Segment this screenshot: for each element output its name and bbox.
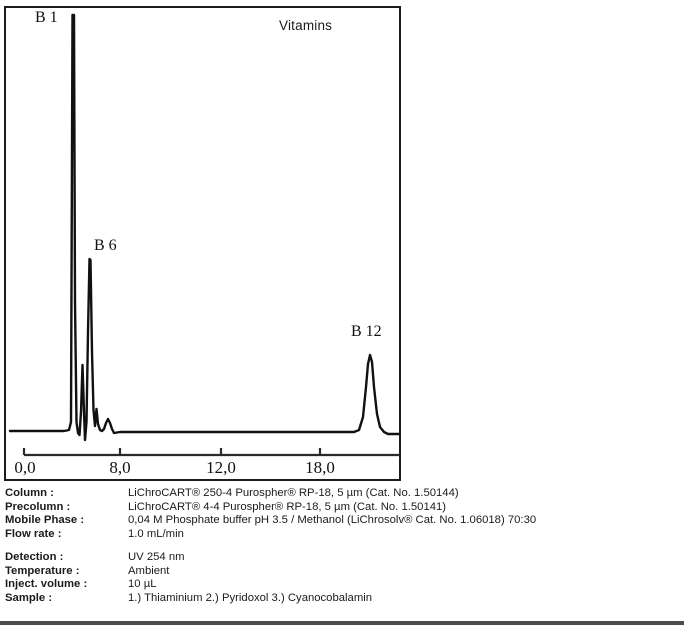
method-conditions-table: Column : LiChroCART® 250-4 Purospher® RP… (5, 487, 681, 606)
time-axis (22, 448, 399, 457)
method-label: Column : (5, 487, 54, 499)
bottom-divider-bar (0, 621, 684, 625)
method-label: Inject. volume : (5, 578, 88, 591)
method-row-column: Column : LiChroCART® 250-4 Purospher® RP… (5, 487, 681, 501)
method-value: LiChroCART® 4-4 Purospher® RP-18, 5 µm (… (128, 500, 447, 513)
detector-trace-line (8, 13, 399, 442)
x-tick-label-0: 0,0 (14, 458, 36, 477)
method-row-sample: Sample : 1.) Thiaminium 2.) Pyridoxol 3.… (5, 592, 681, 606)
method-row-detection: Detection : UV 254 nm (5, 551, 681, 565)
method-row-temperature: Temperature : Ambient (5, 565, 681, 579)
method-value: UV 254 nm (128, 550, 185, 563)
method-value: 1.0 mL/min (128, 528, 184, 541)
chromatogram-plot: Vitamins B 1 B 6 B 12 0,0 8,0 12,0 18,0 (4, 6, 401, 481)
method-label: Mobile Phase : (5, 514, 85, 527)
method-row-mobile-phase: Mobile Phase : 0,04 M Phosphate buffer p… (5, 514, 681, 528)
method-label: Temperature : (5, 564, 80, 577)
x-tick-label-1: 8,0 (109, 458, 131, 477)
x-tick-label-3: 18,0 (305, 458, 335, 477)
method-value: 10 µL (128, 578, 157, 591)
peak-label-b1: B 1 (35, 9, 58, 26)
peak-label-b6: B 6 (94, 237, 117, 254)
chart-title: Vitamins (279, 18, 333, 33)
method-label: Precolumn : (5, 500, 71, 513)
method-label: Detection : (5, 550, 64, 563)
x-tick-label-2: 12,0 (206, 458, 236, 477)
method-value: LiChroCART® 250-4 Purospher® RP-18, 5 µm… (128, 487, 459, 499)
method-label: Flow rate : (5, 528, 62, 541)
method-label: Sample : (5, 591, 53, 604)
method-value: 1.) Thiaminium 2.) Pyridoxol 3.) Cyanoco… (128, 591, 373, 604)
chromatogram-trace-svg (8, 13, 399, 457)
peak-label-b12: B 12 (351, 323, 382, 340)
method-row-precolumn: Precolumn : LiChroCART® 4-4 Purospher® R… (5, 501, 681, 515)
method-row-inject-volume: Inject. volume : 10 µL (5, 578, 681, 592)
method-value: 0,04 M Phosphate buffer pH 3.5 / Methano… (128, 514, 537, 527)
method-value: Ambient (128, 564, 170, 577)
method-row-flow-rate: Flow rate : 1.0 mL/min (5, 528, 681, 542)
